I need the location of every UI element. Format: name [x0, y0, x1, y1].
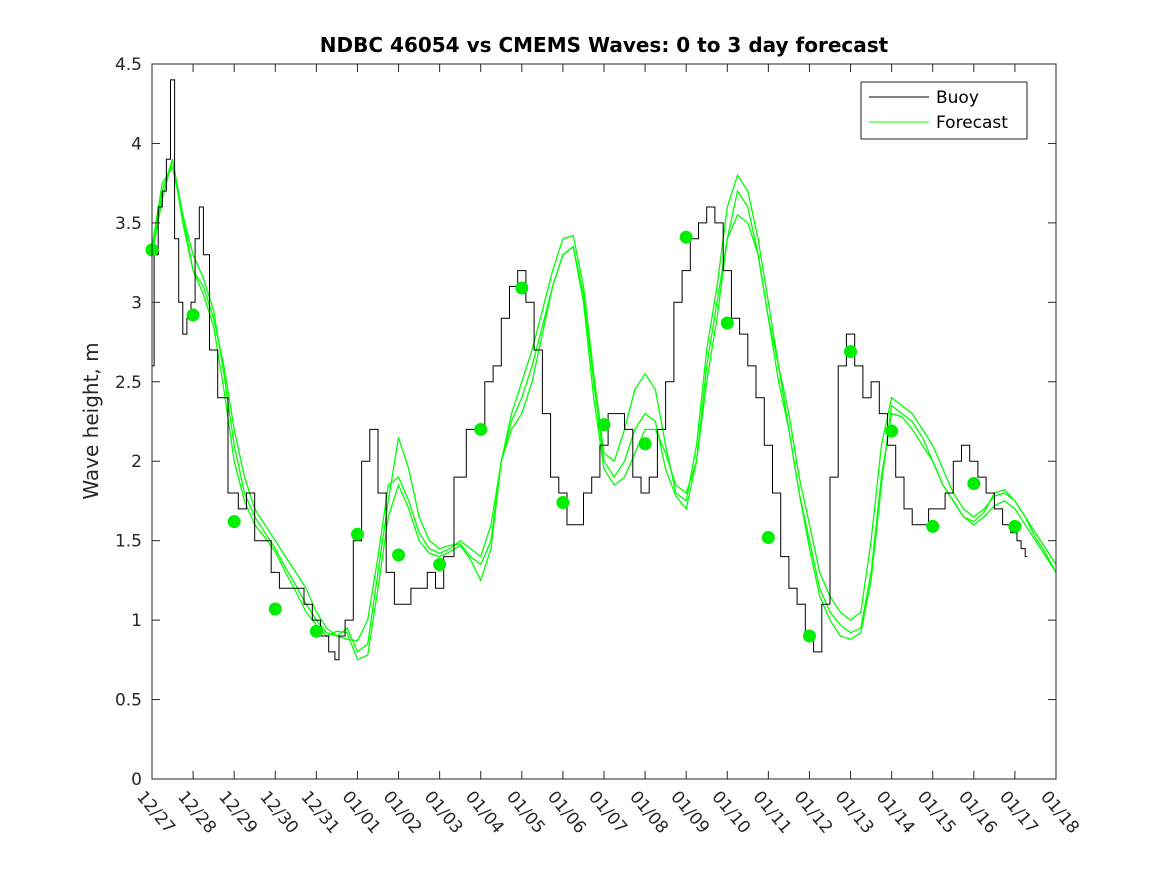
forecast-marker [433, 558, 447, 571]
y-tick-label: 0.5 [115, 691, 142, 711]
legend: Buoy Forecast [860, 81, 1028, 140]
y-axis: 0 0.5 1 1.5 2 2.5 3 3.5 4 4.5 [115, 55, 1056, 790]
forecast-marker [926, 519, 940, 533]
forecast-marker [638, 437, 652, 451]
y-tick-label: 3.5 [115, 214, 142, 234]
forecast-marker [474, 422, 488, 436]
forecast-marker [556, 496, 570, 510]
forecast-marker [679, 230, 693, 244]
forecast-marker [186, 308, 200, 322]
legend-box [860, 81, 1028, 140]
forecast-marker [515, 281, 529, 295]
forecast-marker [350, 527, 364, 541]
legend-buoy-label: Buoy [936, 88, 979, 108]
forecast-marker [967, 476, 981, 490]
y-tick-label: 1.5 [115, 532, 142, 552]
y-tick-label: 0 [131, 770, 142, 790]
forecast-marker [597, 418, 611, 432]
forecast-marker [392, 548, 406, 562]
forecast-marker [1008, 519, 1022, 533]
forecast-marker [885, 424, 899, 438]
forecast-marker [802, 629, 816, 643]
forecast-marker [844, 345, 858, 359]
chart-title: NDBC 46054 vs CMEMS Waves: 0 to 3 day fo… [320, 33, 889, 57]
forecast-line-3 [151, 159, 1057, 661]
forecast-marker [761, 530, 775, 544]
y-tick-label: 1 [131, 611, 142, 631]
y-tick-label: 4 [131, 134, 142, 154]
y-tick-label: 4.5 [115, 55, 142, 75]
forecast-line-1 [151, 159, 1057, 642]
y-tick-label: 2.5 [115, 373, 142, 393]
y-axis-label: Wave height, m [79, 342, 103, 499]
y-tick-label: 2 [131, 452, 142, 472]
forecast-marker [720, 316, 734, 330]
forecast-marker [268, 602, 282, 616]
forecast-marker [227, 515, 241, 529]
forecast-line-2 [151, 165, 1057, 653]
forecast-marker [309, 624, 323, 638]
y-tick-label: 3 [131, 293, 142, 313]
legend-forecast-label: Forecast [936, 113, 1008, 133]
series-layer [151, 79, 1057, 661]
buoy-line [152, 79, 1028, 661]
